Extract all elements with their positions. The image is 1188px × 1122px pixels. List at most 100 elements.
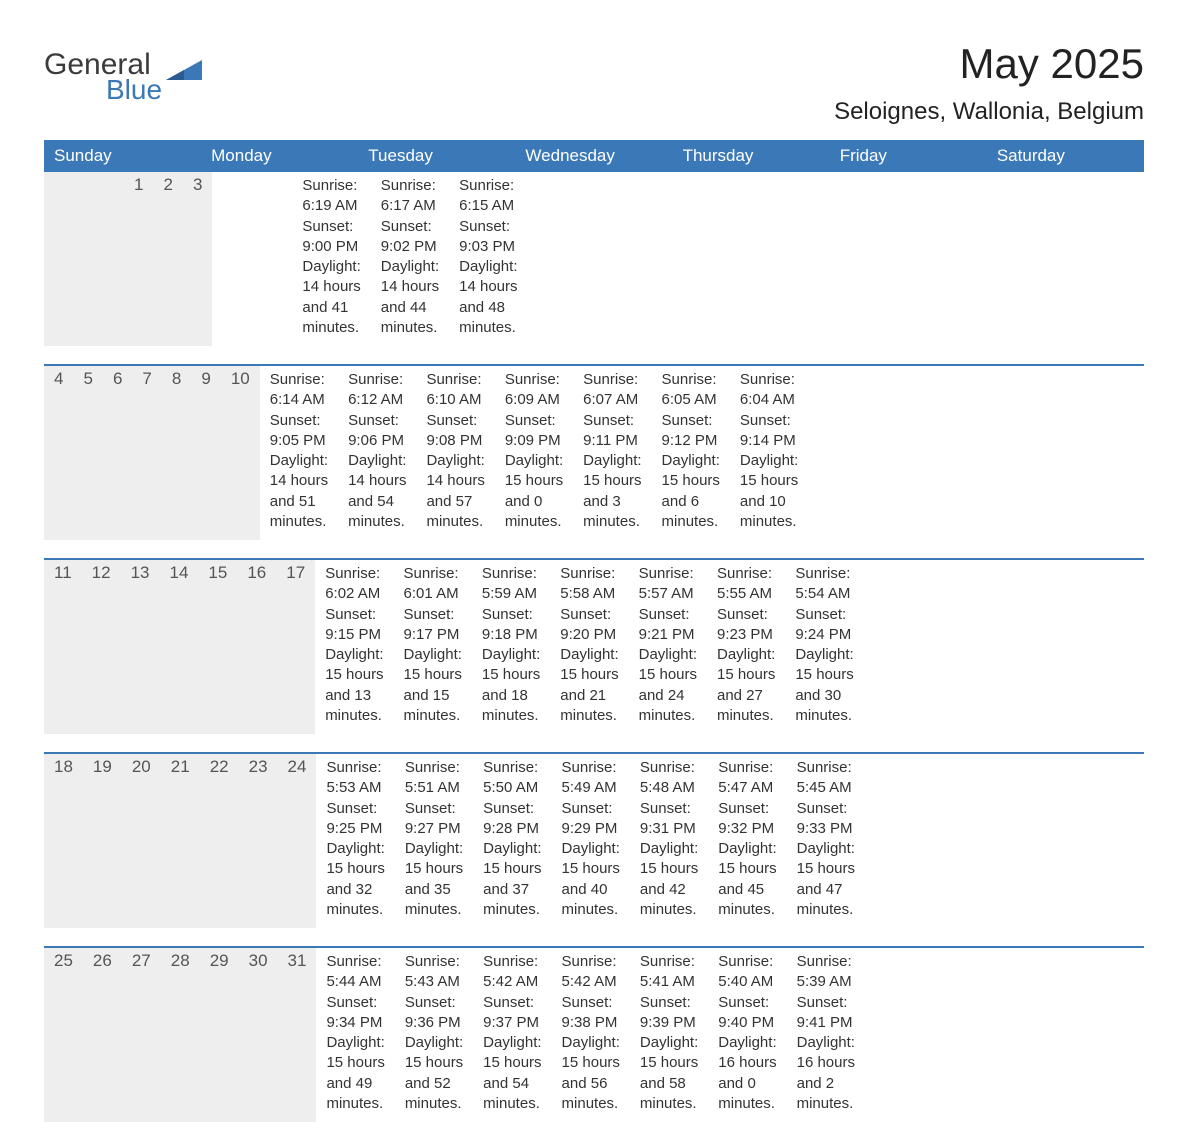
daylight-text: Daylight: 15 hours and 6 minutes. [662,451,720,532]
day-cell: Sunrise: 5:50 AMSunset: 9:28 PMDaylight:… [473,754,551,928]
location-subtitle: Seloignes, Wallonia, Belgium [834,98,1144,126]
day-cell: Sunrise: 5:44 AMSunset: 9:34 PMDaylight:… [316,948,394,1122]
day-number: 21 [161,754,200,928]
day-number: 17 [276,560,315,734]
sunrise-text: Sunrise: 6:14 AM [270,370,328,411]
daylight-text: Daylight: 15 hours and 58 minutes. [640,1033,698,1114]
daylight-text: Daylight: 15 hours and 35 minutes. [405,839,463,920]
daylight-text: Daylight: 14 hours and 54 minutes. [348,451,406,532]
day-number: 16 [237,560,276,734]
sunset-text: Sunset: 9:03 PM [459,217,517,258]
daylight-text: Daylight: 14 hours and 57 minutes. [426,451,484,532]
day-number: 1 [124,172,153,346]
daylight-text: Daylight: 14 hours and 41 minutes. [302,257,360,338]
daylight-text: Daylight: 15 hours and 0 minutes. [505,451,563,532]
day-cell: Sunrise: 5:39 AMSunset: 9:41 PMDaylight:… [787,948,865,1122]
daylight-text: Daylight: 15 hours and 32 minutes. [326,839,384,920]
daylight-text: Daylight: 15 hours and 37 minutes. [483,839,541,920]
day-number-row: 45678910 [44,366,260,540]
weekday-header: Thursday [673,140,830,172]
day-cell: Sunrise: 5:41 AMSunset: 9:39 PMDaylight:… [630,948,708,1122]
sunset-text: Sunset: 9:34 PM [326,993,384,1034]
sunrise-text: Sunrise: 5:53 AM [326,758,384,799]
sunrise-text: Sunrise: 6:17 AM [381,176,439,217]
sunrise-text: Sunrise: 6:07 AM [583,370,641,411]
sunset-text: Sunset: 9:31 PM [640,799,698,840]
sunrise-text: Sunrise: 5:41 AM [640,952,698,993]
week-row: 123 Sunrise: 6:19 AMSunset: 9:00 PMDaylig… [44,172,1144,346]
day-number: 13 [121,560,160,734]
sunrise-text: Sunrise: 5:58 AM [560,564,618,605]
daylight-text: Daylight: 14 hours and 44 minutes. [381,257,439,338]
daylight-text: Daylight: 15 hours and 24 minutes. [639,645,697,726]
sunrise-text: Sunrise: 6:02 AM [325,564,383,605]
sunrise-text: Sunrise: 5:49 AM [562,758,620,799]
day-cell: Sunrise: 6:07 AMSunset: 9:11 PMDaylight:… [573,366,651,540]
sunset-text: Sunset: 9:17 PM [404,605,462,646]
daylight-text: Daylight: 15 hours and 49 minutes. [326,1033,384,1114]
daylight-text: Daylight: 15 hours and 27 minutes. [717,645,775,726]
day-cell: Sunrise: 6:15 AMSunset: 9:03 PMDaylight:… [449,172,527,346]
sunset-text: Sunset: 9:28 PM [483,799,541,840]
sunrise-text: Sunrise: 5:43 AM [405,952,463,993]
sunrise-text: Sunrise: 6:10 AM [426,370,484,411]
day-number-row: 18192021222324 [44,754,316,928]
daylight-text: Daylight: 16 hours and 0 minutes. [718,1033,776,1114]
day-number: 28 [161,948,200,1122]
day-number [104,172,124,346]
daylight-text: Daylight: 15 hours and 47 minutes. [797,839,855,920]
sunset-text: Sunset: 9:24 PM [795,605,853,646]
daylight-text: Daylight: 15 hours and 13 minutes. [325,645,383,726]
day-number: 24 [278,754,317,928]
day-number: 15 [198,560,237,734]
sunset-text: Sunset: 9:40 PM [718,993,776,1034]
daylight-text: Daylight: 15 hours and 21 minutes. [560,645,618,726]
day-number: 14 [160,560,199,734]
daylight-text: Daylight: 15 hours and 10 minutes. [740,451,798,532]
sunrise-text: Sunrise: 5:42 AM [562,952,620,993]
sunrise-text: Sunrise: 6:19 AM [302,176,360,217]
weekday-header-row: Sunday Monday Tuesday Wednesday Thursday… [44,140,1144,172]
day-cell: Sunrise: 6:17 AMSunset: 9:02 PMDaylight:… [371,172,449,346]
daylight-text: Daylight: 15 hours and 52 minutes. [405,1033,463,1114]
day-cell: Sunrise: 5:48 AMSunset: 9:31 PMDaylight:… [630,754,708,928]
daylight-text: Daylight: 16 hours and 2 minutes. [797,1033,855,1114]
day-cell: Sunrise: 5:49 AMSunset: 9:29 PMDaylight:… [552,754,630,928]
daylight-text: Daylight: 15 hours and 54 minutes. [483,1033,541,1114]
day-cell: Sunrise: 6:19 AMSunset: 9:00 PMDaylight:… [292,172,370,346]
day-number: 10 [221,366,260,540]
day-number: 11 [44,560,82,734]
sunrise-text: Sunrise: 5:47 AM [718,758,776,799]
day-body-row: Sunrise: 5:53 AMSunset: 9:25 PMDaylight:… [316,754,865,928]
weeks-container: 123Sunrise: 6:19 AMSunset: 9:00 PMDaylig… [44,172,1144,1122]
day-number: 12 [82,560,121,734]
sunset-text: Sunset: 9:11 PM [583,411,641,452]
day-cell [212,172,232,346]
sunset-text: Sunset: 9:32 PM [718,799,776,840]
day-number: 3 [183,172,212,346]
day-number: 20 [122,754,161,928]
day-number [44,172,64,346]
day-number: 2 [153,172,182,346]
sunrise-text: Sunrise: 6:01 AM [404,564,462,605]
logo-text: General Blue [44,50,162,104]
day-cell: Sunrise: 6:12 AMSunset: 9:06 PMDaylight:… [338,366,416,540]
sunset-text: Sunset: 9:29 PM [562,799,620,840]
day-cell: Sunrise: 5:54 AMSunset: 9:24 PMDaylight:… [785,560,863,734]
day-number [64,172,84,346]
day-number: 6 [103,366,132,540]
day-number: 30 [239,948,278,1122]
day-number: 26 [83,948,122,1122]
logo-word-blue: Blue [106,76,162,104]
sunset-text: Sunset: 9:21 PM [639,605,697,646]
daylight-text: Daylight: 14 hours and 51 minutes. [270,451,328,532]
day-number: 23 [239,754,278,928]
sunrise-text: Sunrise: 5:48 AM [640,758,698,799]
day-number: 31 [278,948,317,1122]
sunrise-text: Sunrise: 5:51 AM [405,758,463,799]
day-cell: Sunrise: 6:05 AMSunset: 9:12 PMDaylight:… [652,366,730,540]
sunset-text: Sunset: 9:05 PM [270,411,328,452]
week-row: 45678910Sunrise: 6:14 AMSunset: 9:05 PMD… [44,364,1144,540]
day-cell [272,172,292,346]
day-number [84,172,104,346]
